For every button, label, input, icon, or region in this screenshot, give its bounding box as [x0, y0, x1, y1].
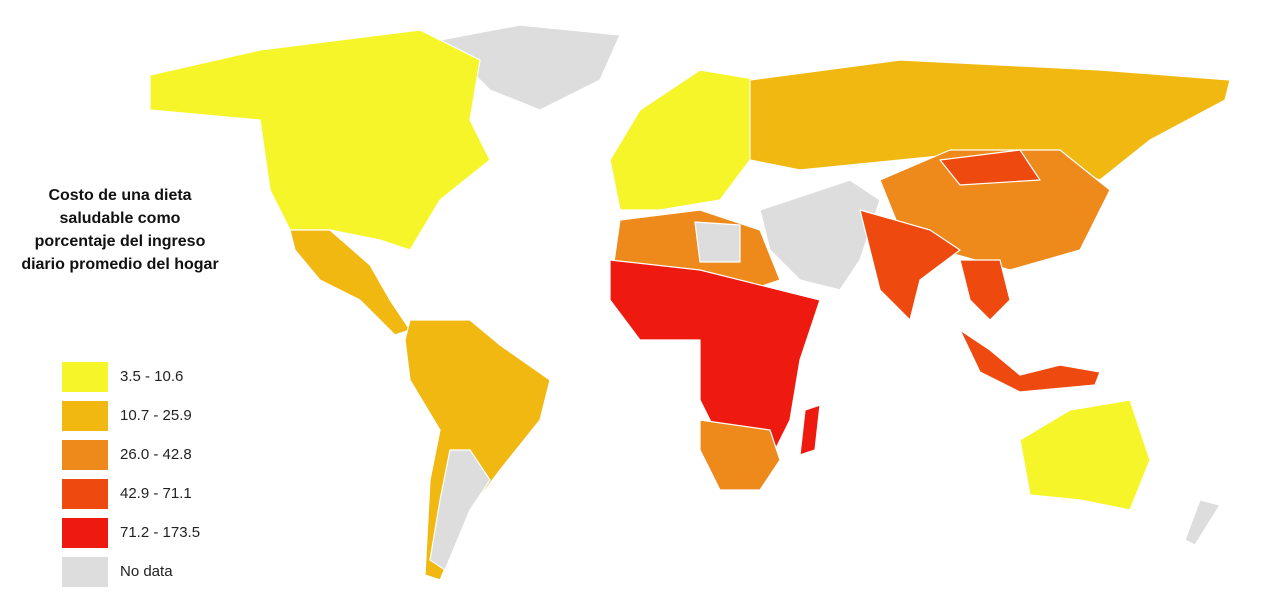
russia [749, 59, 1231, 181]
legend-swatch [62, 556, 108, 587]
legend-item: 71.2 - 173.5 [62, 513, 200, 552]
legend-label: 42.9 - 71.1 [120, 485, 192, 502]
legend-swatch [62, 361, 108, 392]
legend-item: 10.7 - 25.9 [62, 396, 200, 435]
southern-africa [699, 419, 781, 491]
legend-item: 26.0 - 42.8 [62, 435, 200, 474]
south-america [404, 319, 551, 581]
legend-swatch [62, 400, 108, 431]
legend-label: No data [120, 563, 173, 580]
egypt-libya [694, 221, 741, 263]
australia [1019, 399, 1151, 511]
legend-label: 10.7 - 25.9 [120, 407, 192, 424]
madagascar [799, 404, 821, 456]
legend-label: 71.2 - 173.5 [120, 524, 201, 541]
middle-east [759, 179, 881, 291]
indonesia [959, 329, 1101, 393]
legend-title: Costo de una dieta saludable como porcen… [21, 187, 219, 273]
india [859, 209, 961, 321]
southeast-asia [959, 259, 1011, 321]
greenland [439, 24, 621, 111]
argentina [429, 449, 491, 571]
legend-item: No data [62, 552, 200, 591]
legend-swatch [62, 478, 108, 509]
legend-item: 42.9 - 71.1 [62, 474, 200, 513]
mongolia [939, 149, 1041, 186]
legend-item: 3.5 - 10.6 [62, 357, 200, 396]
legend: 3.5 - 10.6 10.7 - 25.9 26.0 - 42.8 42.9 - 7… [62, 357, 200, 591]
legend-swatch [62, 517, 108, 548]
europe [609, 69, 761, 211]
north-america [149, 29, 491, 251]
legend-label: 3.5 - 10.6 [120, 368, 184, 385]
central-america [289, 229, 411, 336]
legend-swatch [62, 439, 108, 470]
legend-label: 26.0 - 42.8 [120, 446, 192, 463]
new-zealand [1184, 499, 1221, 546]
